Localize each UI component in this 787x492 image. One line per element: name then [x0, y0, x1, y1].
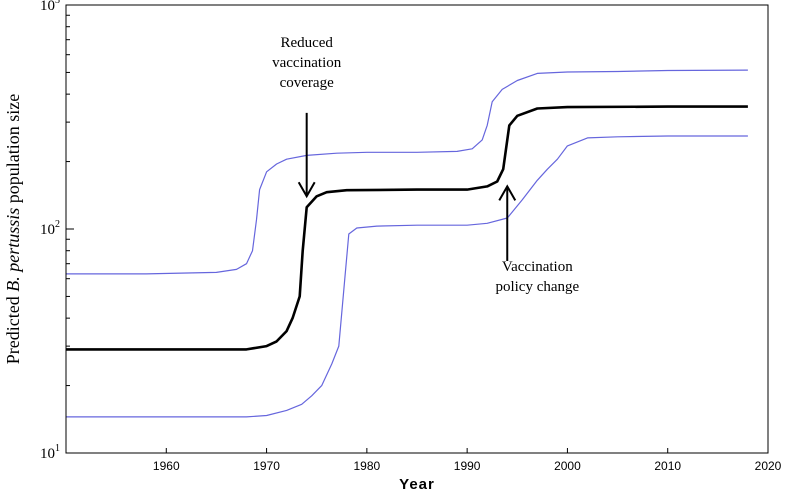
- y-axis-label-italic: B. pertussis: [3, 208, 23, 292]
- x-tick-label: 1990: [454, 459, 481, 473]
- annotation-text-line: Vaccination: [502, 259, 573, 275]
- plot-frame: [65, 4, 769, 454]
- x-tick-label: 2020: [755, 459, 782, 473]
- annotation-text-line: vaccination: [272, 55, 342, 71]
- x-tick-label: 2000: [554, 459, 581, 473]
- x-tick-label: 1980: [354, 459, 381, 473]
- annotation-text-line: Reduced: [280, 35, 333, 51]
- y-tick-label: 101: [40, 443, 60, 462]
- y-tick-label: 103: [40, 0, 60, 14]
- x-tick-label: 2010: [654, 459, 681, 473]
- x-tick-label: 1970: [253, 459, 280, 473]
- x-axis-label: Year: [399, 476, 435, 492]
- y-tick-exponent: 1: [55, 443, 60, 454]
- y-tick-label: 102: [40, 219, 60, 238]
- annotation-text-line: policy change: [495, 279, 579, 295]
- y-tick-exponent: 2: [55, 219, 60, 230]
- annotation-arrowhead: [498, 184, 517, 201]
- y-axis-label-prefix: Predicted: [3, 292, 23, 364]
- series-line-lower: [66, 135, 748, 418]
- annotation-arrowhead: [297, 181, 316, 199]
- y-axis-label: Predicted B. pertussis population size: [3, 94, 23, 364]
- series-line-median: [66, 105, 748, 351]
- y-tick-base: 10: [40, 0, 55, 14]
- y-axis-label-suffix: population size: [3, 94, 23, 208]
- y-tick-base: 10: [40, 222, 55, 238]
- x-tick-label: 1960: [153, 459, 180, 473]
- series-line-upper: [66, 69, 748, 275]
- y-tick-base: 10: [40, 446, 55, 462]
- annotation-text-line: coverage: [280, 75, 334, 91]
- y-tick-exponent: 3: [55, 0, 60, 6]
